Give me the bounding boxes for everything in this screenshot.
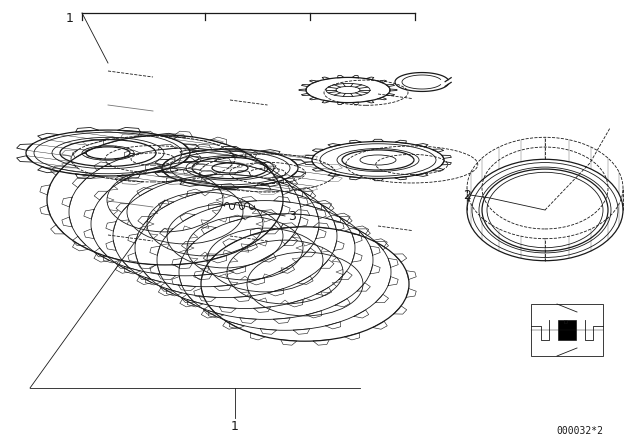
Bar — [531, 304, 603, 356]
Bar — [558, 320, 576, 340]
Text: 1: 1 — [231, 419, 239, 432]
Text: 1: 1 — [66, 12, 74, 25]
Text: 000032*2: 000032*2 — [556, 426, 603, 436]
Text: D: D — [563, 320, 567, 325]
Text: 2: 2 — [463, 189, 471, 202]
Text: 3: 3 — [288, 210, 296, 223]
